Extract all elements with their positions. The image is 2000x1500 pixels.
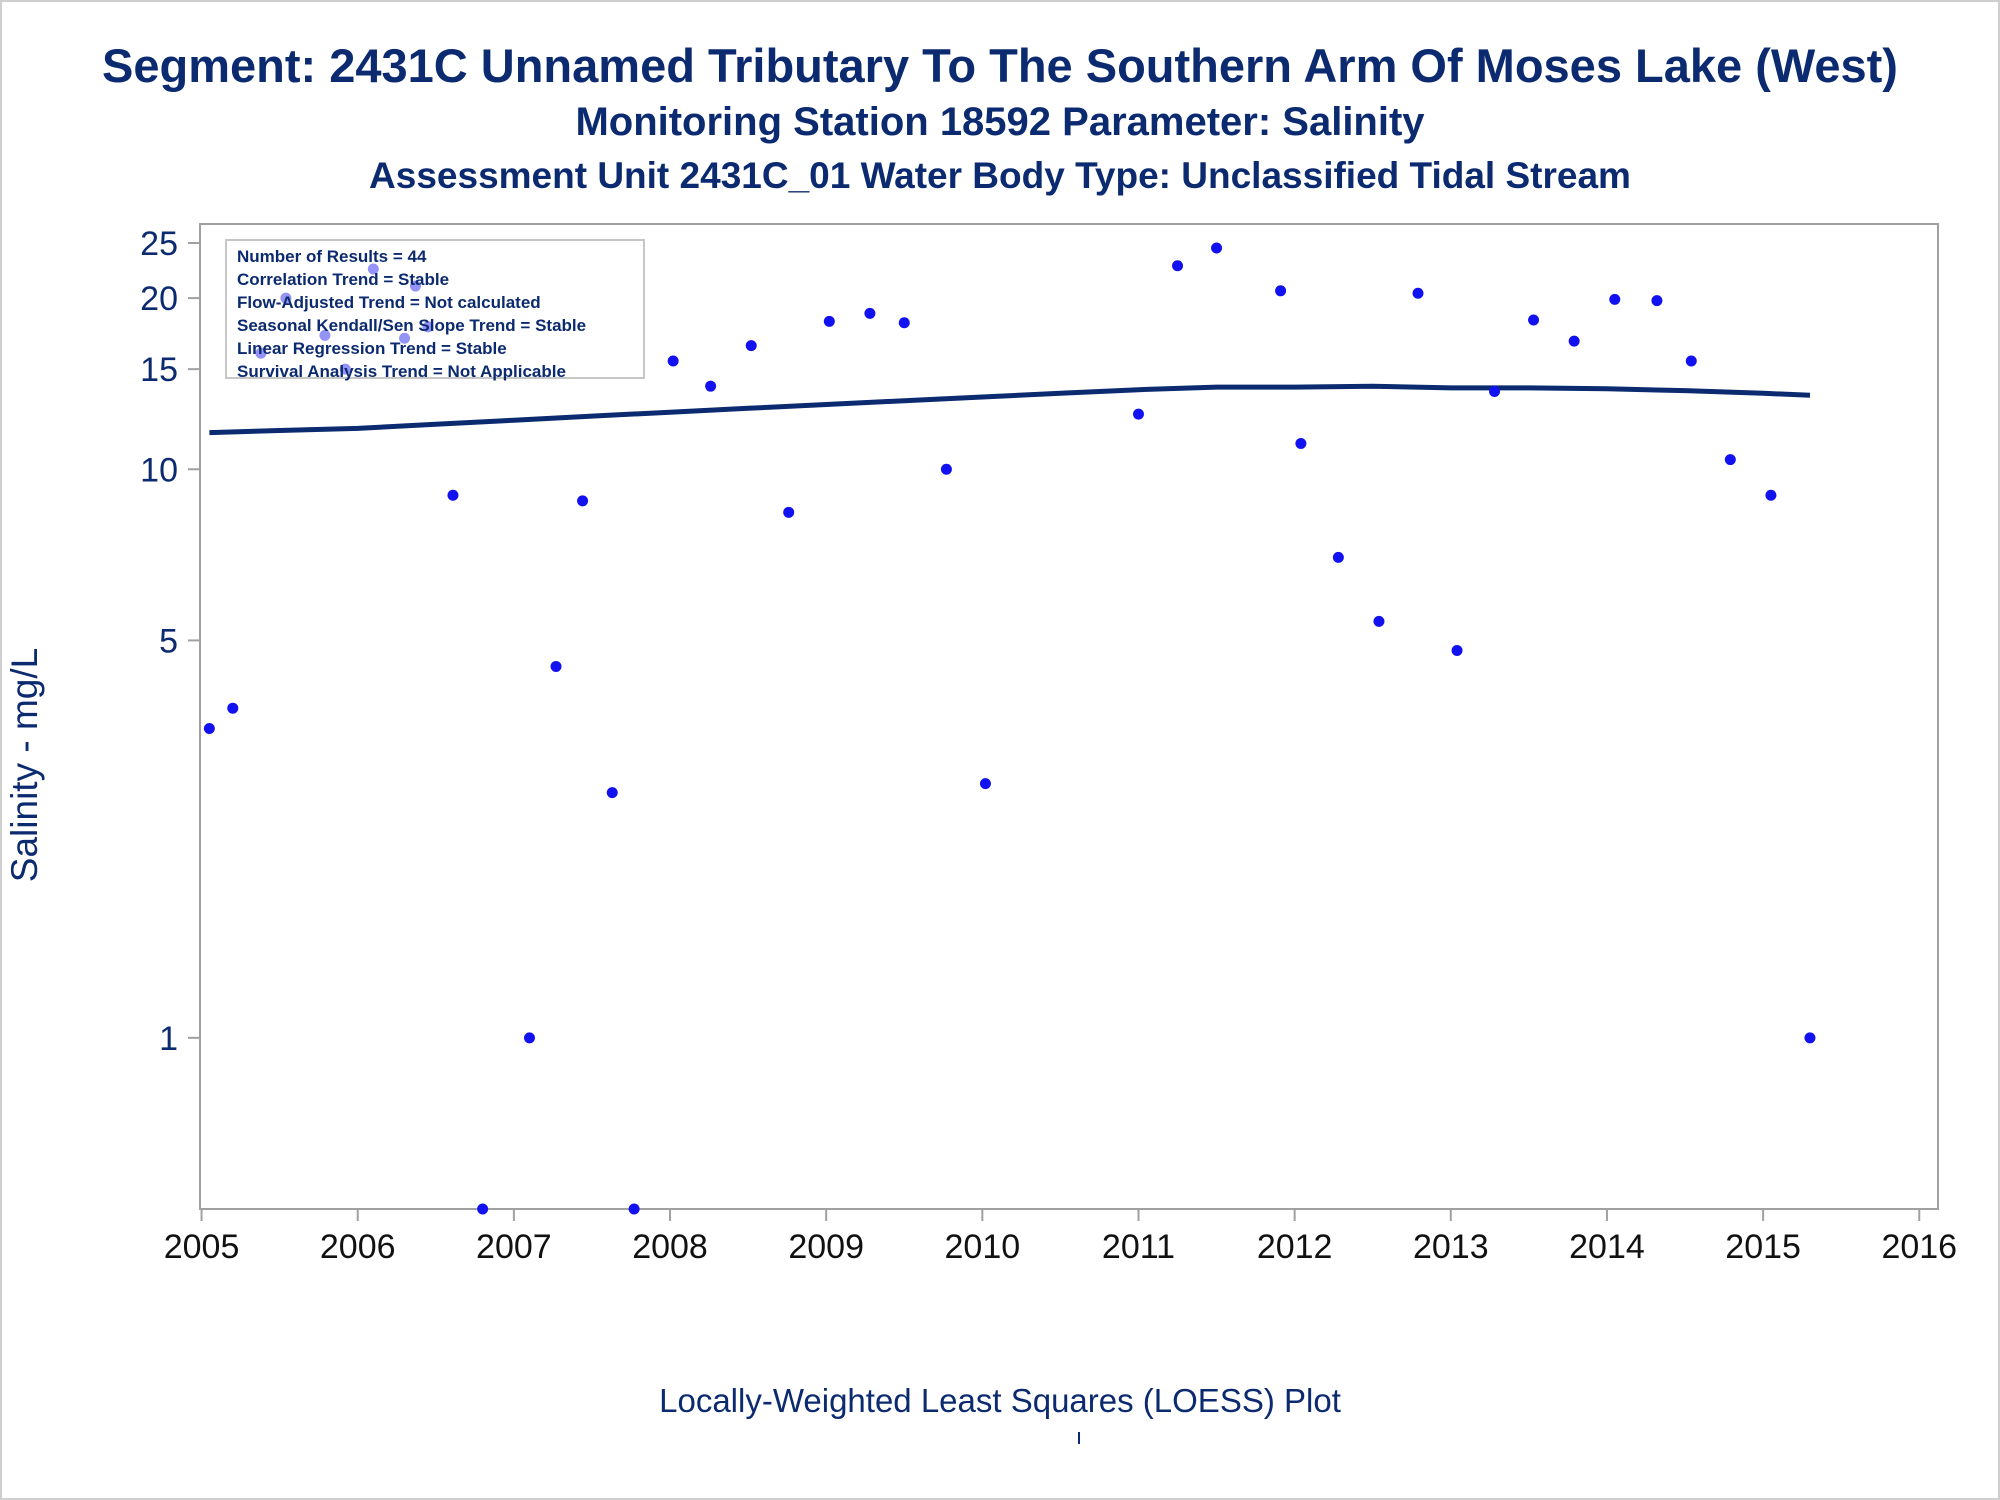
- stat-correlation-trend: Correlation Trend = Stable: [237, 270, 450, 289]
- data-point: [667, 355, 679, 367]
- footer-caption: Locally-Weighted Least Squares (LOESS) P…: [659, 1382, 1341, 1419]
- data-point: [1765, 489, 1777, 501]
- y-axis-tick-label: 5: [159, 622, 178, 660]
- data-point: [1132, 408, 1144, 420]
- y-axis-label-text: Salinity - mg/L: [4, 647, 45, 883]
- data-point: [1412, 287, 1424, 299]
- data-point: [1373, 615, 1385, 627]
- data-point: [606, 787, 618, 799]
- data-point: [898, 317, 910, 329]
- data-point: [1332, 551, 1344, 563]
- data-point: [823, 315, 835, 327]
- data-point: [979, 778, 991, 790]
- stat-linear-regression-trend: Linear Regression Trend = Stable: [237, 339, 507, 358]
- stat-survival-analysis-trend: Survival Analysis Trend = Not Applicable: [237, 362, 566, 381]
- data-point: [1568, 335, 1580, 347]
- data-point: [447, 489, 459, 501]
- data-point: [1172, 260, 1184, 272]
- data-point: [1275, 285, 1287, 297]
- x-axis-tick-label: 2007: [476, 1228, 552, 1266]
- x-axis-tick-label: 2005: [164, 1228, 240, 1266]
- data-point: [577, 495, 589, 507]
- data-point: [940, 463, 952, 475]
- data-point: [550, 660, 562, 672]
- x-axis-tick-label: 2010: [945, 1228, 1021, 1266]
- data-point: [1609, 293, 1621, 305]
- data-point: [1804, 1032, 1816, 1044]
- stat-flow-adjusted-trend: Flow-Adjusted Trend = Not calculated: [237, 293, 541, 312]
- x-axis-tick-label: 2008: [632, 1228, 708, 1266]
- data-point: [783, 506, 795, 518]
- chart-subtitle-station: Monitoring Station 18592 Parameter: Sali…: [575, 100, 1425, 144]
- x-axis-tick-label: 2011: [1102, 1228, 1175, 1266]
- x-axis-tick-label: 2012: [1257, 1228, 1333, 1266]
- data-point: [203, 722, 215, 734]
- x-axis-tick-label: 2016: [1881, 1228, 1957, 1266]
- x-axis-tick-label: 2006: [320, 1228, 396, 1266]
- data-point: [1489, 386, 1501, 398]
- data-point: [1451, 645, 1463, 657]
- y-axis-label: Salinity - mg/L: [4, 648, 45, 882]
- x-axis-tick-label: 2009: [788, 1228, 864, 1266]
- y-axis-tick-label: 20: [140, 280, 178, 318]
- y-axis-tick-label: 25: [140, 225, 178, 263]
- y-axis-tick-label: 1: [159, 1020, 178, 1058]
- data-point: [1528, 314, 1540, 326]
- data-point: [1211, 242, 1223, 254]
- loess-trend-line: [209, 383, 1811, 436]
- data-point: [705, 380, 717, 392]
- y-axis-tick-label: 15: [140, 351, 178, 389]
- data-point: [1651, 295, 1663, 307]
- x-axis-tick-label: 2013: [1413, 1228, 1489, 1266]
- data-point: [864, 307, 876, 319]
- data-point: [628, 1203, 640, 1215]
- data-point: [1295, 437, 1307, 449]
- x-axis-tick-label: 2015: [1725, 1228, 1801, 1266]
- plot-area-frame: [199, 223, 1939, 1210]
- trend-stats-box: Number of Results = 44 Correlation Trend…: [225, 239, 645, 381]
- data-point: [1685, 355, 1697, 367]
- data-point: [1724, 454, 1736, 466]
- stat-seasonal-kendall-trend: Seasonal Kendall/Sen Slope Trend = Stabl…: [237, 316, 587, 335]
- chart-subtitle-assessment: Assessment Unit 2431C_01 Water Body Type…: [369, 155, 1631, 196]
- footer-tick-mark: [1078, 1432, 1080, 1444]
- data-point: [523, 1032, 535, 1044]
- data-point: [227, 702, 239, 714]
- chart-title: Segment: 2431C Unnamed Tributary To The …: [102, 39, 1898, 92]
- data-point: [477, 1203, 489, 1215]
- y-axis-tick-label: 10: [140, 451, 178, 489]
- stat-number-of-results: Number of Results = 44: [237, 247, 427, 266]
- data-point: [745, 340, 757, 352]
- x-axis-tick-label: 2014: [1569, 1228, 1645, 1266]
